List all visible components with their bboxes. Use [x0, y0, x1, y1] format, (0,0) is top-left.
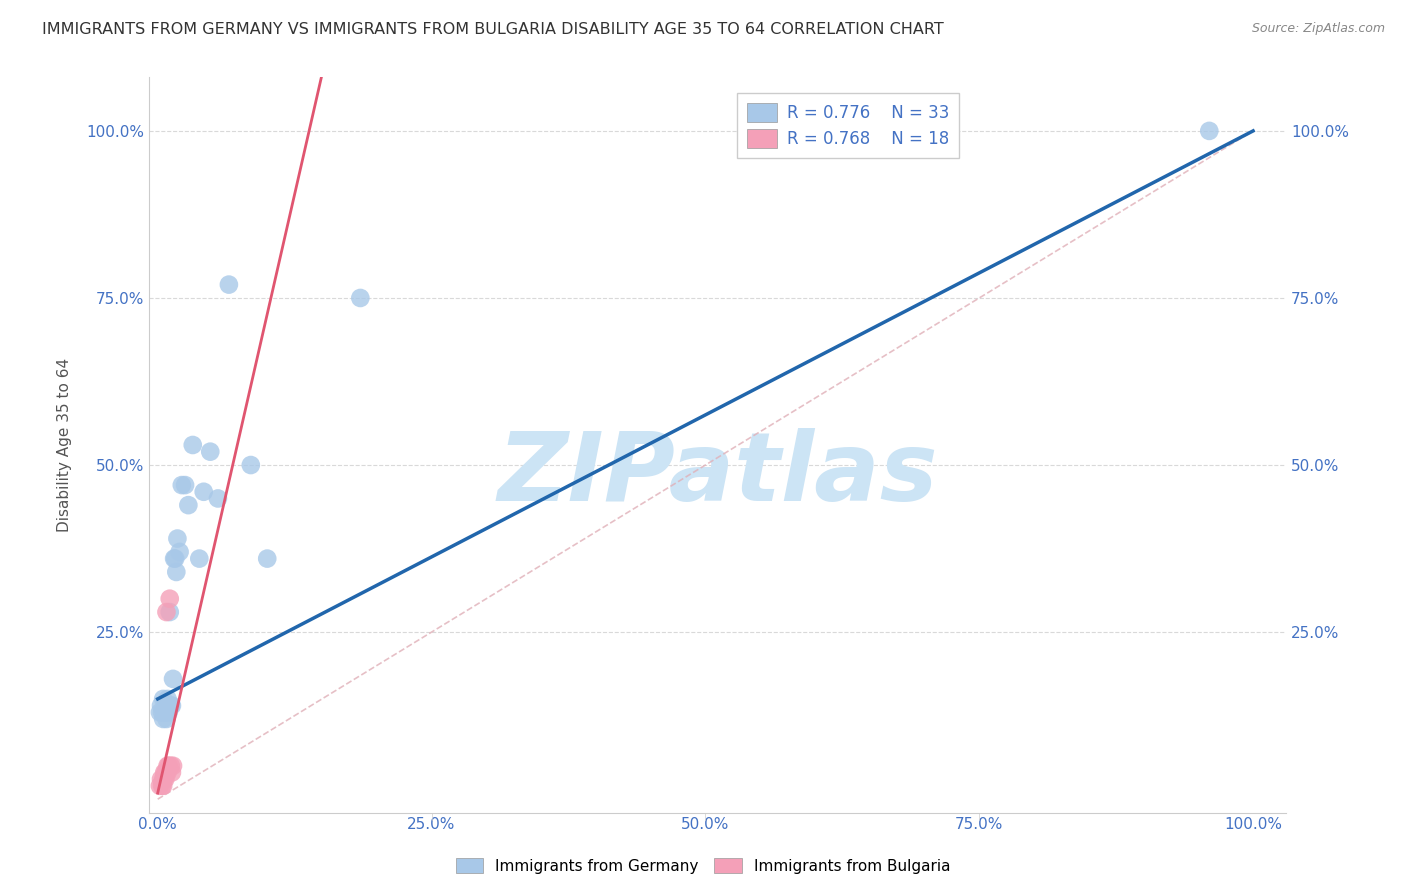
- Point: [153, 772, 176, 786]
- Text: IMMIGRANTS FROM GERMANY VS IMMIGRANTS FROM BULGARIA DISABILITY AGE 35 TO 64 CORR: IMMIGRANTS FROM GERMANY VS IMMIGRANTS FR…: [42, 22, 943, 37]
- Point: [165, 565, 187, 579]
- Point: [181, 438, 204, 452]
- Point: [256, 551, 278, 566]
- Point: [155, 712, 177, 726]
- Point: [160, 758, 183, 772]
- Point: [153, 765, 176, 780]
- Point: [177, 498, 200, 512]
- Point: [155, 765, 177, 780]
- Point: [152, 692, 174, 706]
- Point: [174, 478, 197, 492]
- Point: [165, 551, 187, 566]
- Point: [159, 605, 181, 619]
- Point: [160, 698, 183, 713]
- Point: [155, 698, 177, 713]
- Point: [170, 478, 193, 492]
- Point: [163, 551, 186, 566]
- Text: ZIPatlas: ZIPatlas: [498, 428, 938, 521]
- Point: [149, 698, 172, 713]
- Point: [160, 765, 183, 780]
- Point: [157, 758, 180, 772]
- Point: [155, 772, 177, 786]
- Point: [156, 758, 179, 772]
- Point: [207, 491, 229, 506]
- Point: [166, 532, 188, 546]
- Point: [149, 706, 172, 720]
- Point: [160, 698, 183, 713]
- Point: [159, 591, 181, 606]
- Point: [149, 779, 172, 793]
- Text: Source: ZipAtlas.com: Source: ZipAtlas.com: [1251, 22, 1385, 36]
- Point: [152, 772, 174, 786]
- Point: [349, 291, 371, 305]
- Point: [155, 706, 177, 720]
- Point: [162, 672, 184, 686]
- Point: [156, 765, 179, 780]
- Point: [200, 444, 222, 458]
- Point: [153, 706, 176, 720]
- Point: [156, 692, 179, 706]
- Point: [188, 551, 211, 566]
- Point: [150, 779, 173, 793]
- Point: [1198, 124, 1220, 138]
- Point: [152, 712, 174, 726]
- Point: [150, 706, 173, 720]
- Point: [155, 605, 177, 619]
- Point: [218, 277, 240, 292]
- Point: [169, 545, 191, 559]
- Point: [162, 758, 184, 772]
- Point: [193, 484, 215, 499]
- Point: [149, 772, 172, 786]
- Y-axis label: Disability Age 35 to 64: Disability Age 35 to 64: [58, 358, 72, 532]
- Point: [239, 458, 262, 472]
- Legend: R = 0.776    N = 33, R = 0.768    N = 18: R = 0.776 N = 33, R = 0.768 N = 18: [737, 93, 959, 158]
- Point: [155, 765, 177, 780]
- Point: [157, 706, 180, 720]
- Point: [152, 779, 174, 793]
- Legend: Immigrants from Germany, Immigrants from Bulgaria: Immigrants from Germany, Immigrants from…: [450, 852, 956, 880]
